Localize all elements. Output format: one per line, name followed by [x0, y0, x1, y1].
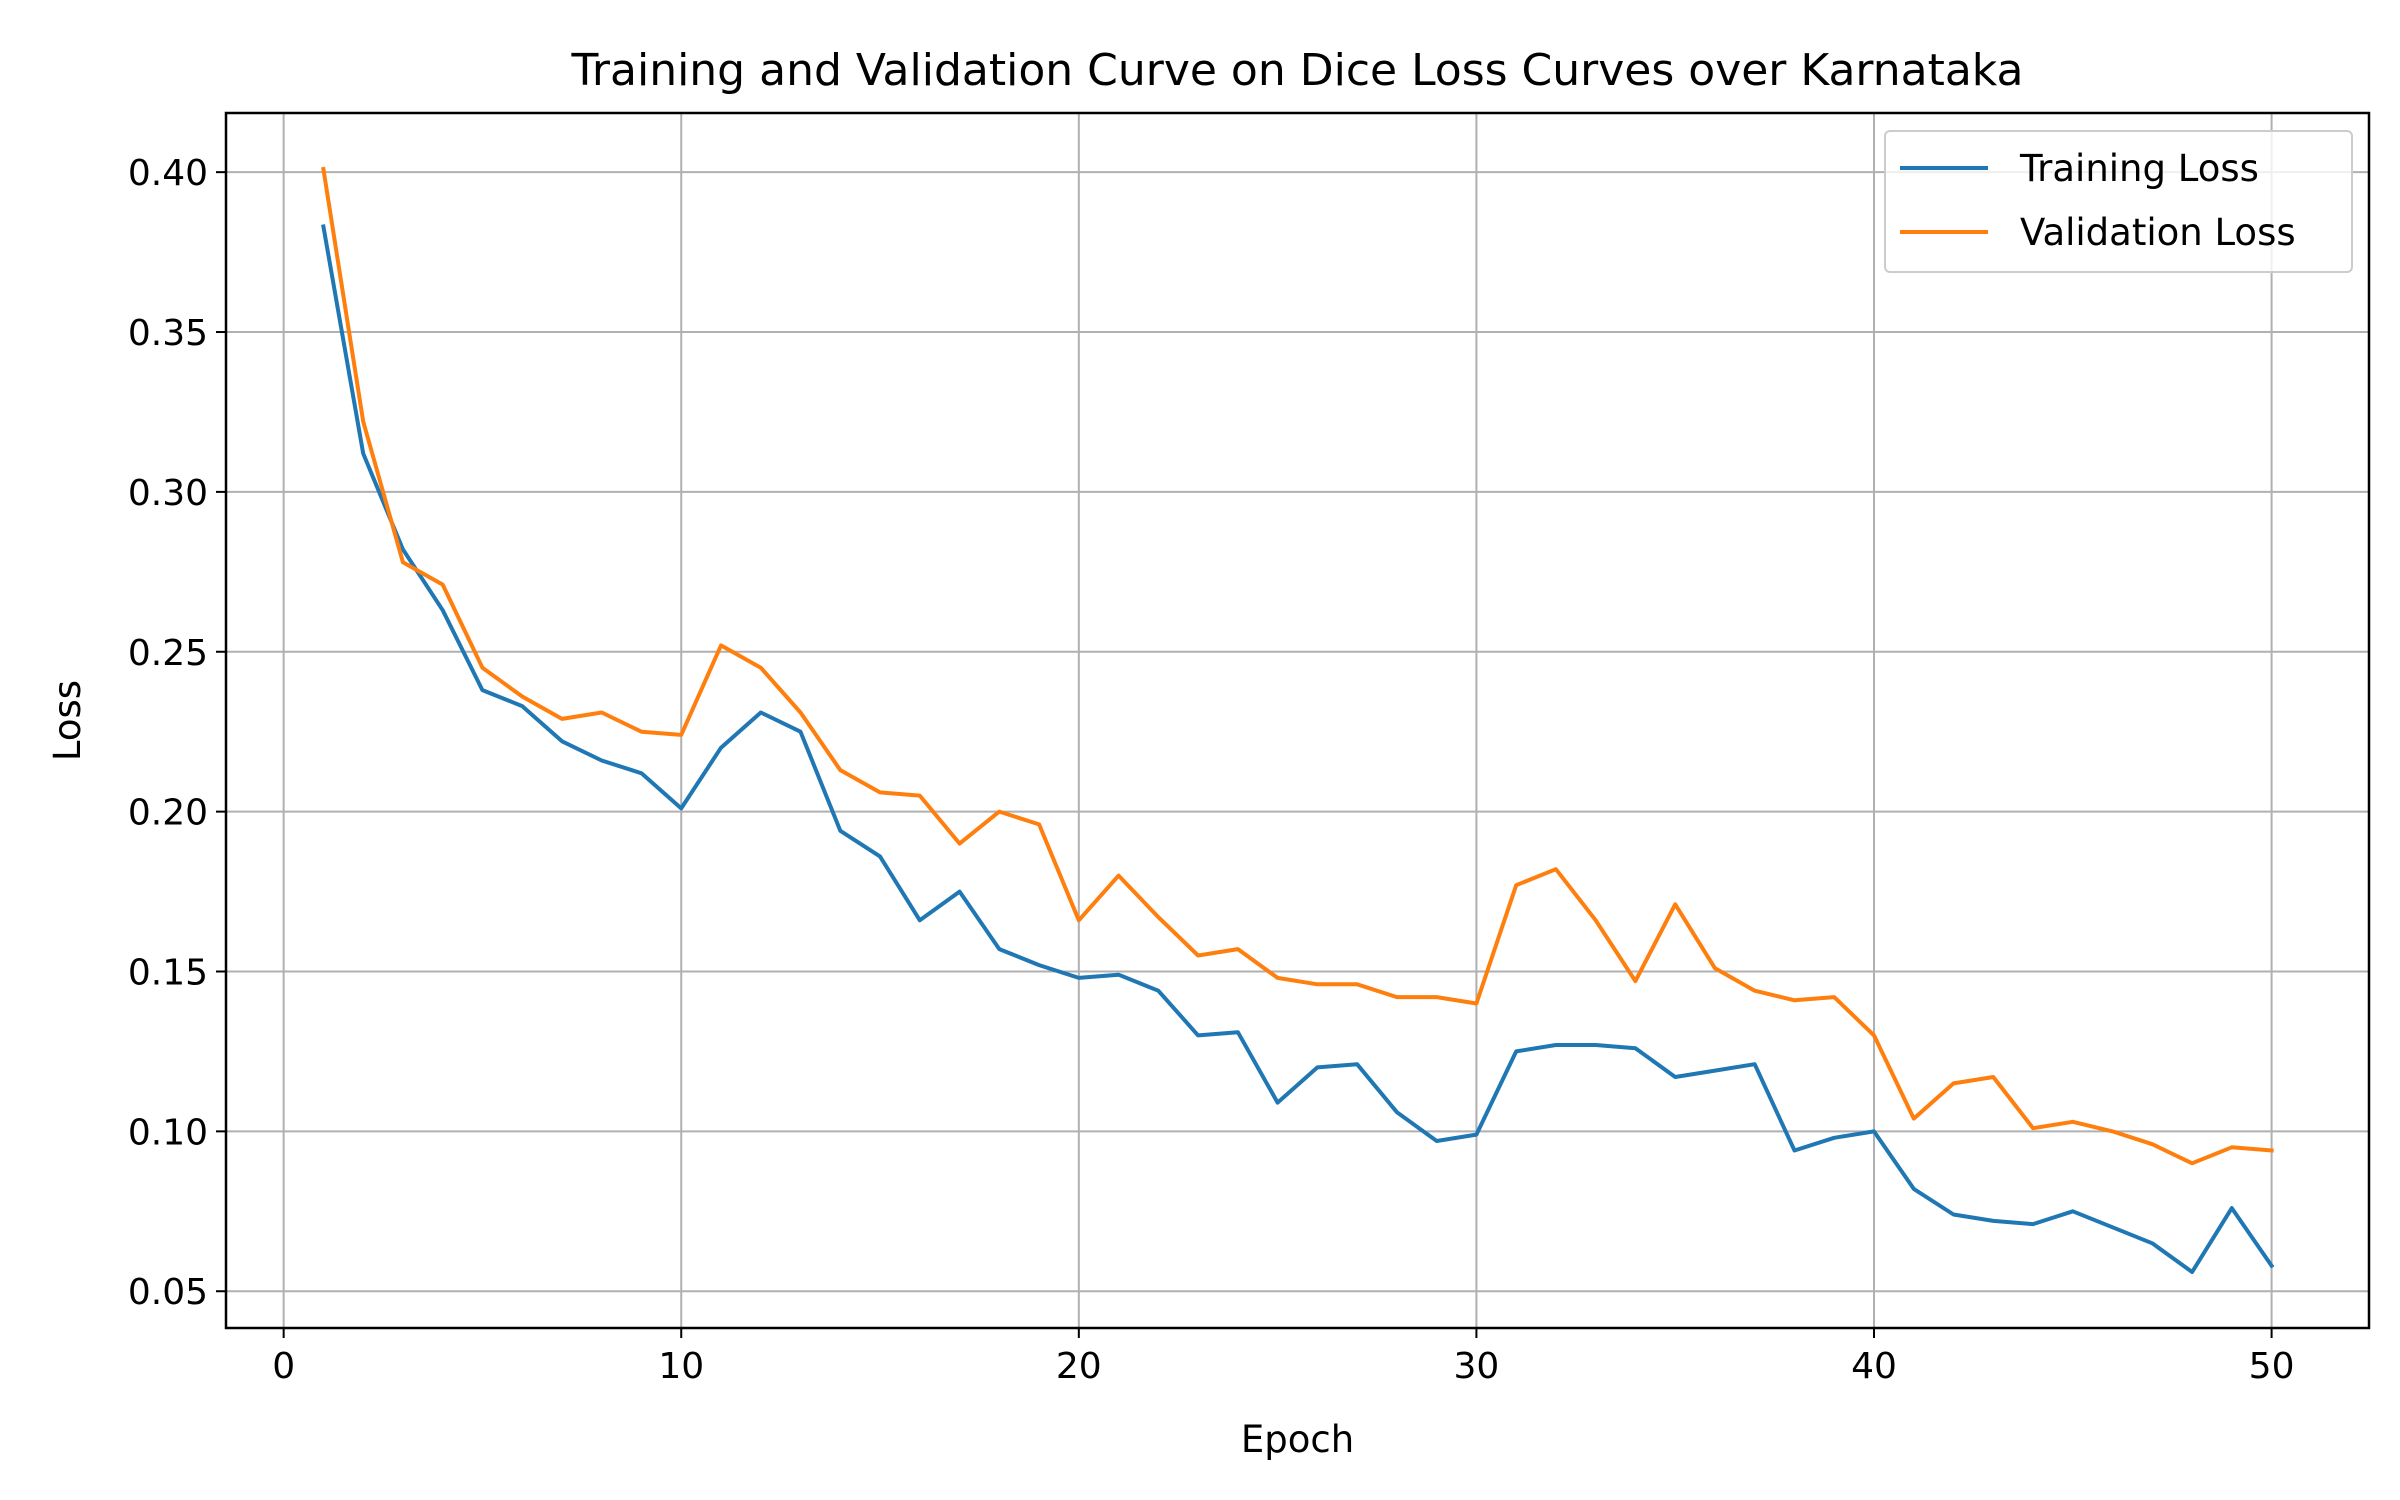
series-line-validation-loss [321, 166, 2274, 1166]
chart-title: Training and Validation Curve on Dice Lo… [571, 45, 2024, 96]
legend-label-training-loss: Training Loss [2019, 147, 2259, 190]
y-tick-label: 0.05 [128, 1272, 208, 1313]
x-tick-label: 50 [2249, 1346, 2295, 1387]
plot-frame [224, 111, 2371, 1330]
y-tick-label: 0.15 [128, 952, 208, 993]
x-tick-label: 30 [1454, 1346, 1500, 1387]
legend-label-validation-loss: Validation Loss [2020, 211, 2296, 254]
x-tick-label: 0 [272, 1346, 295, 1387]
x-tick-label: 40 [1851, 1346, 1897, 1387]
y-tick-label: 0.25 [128, 633, 208, 674]
y-tick-label: 0.35 [128, 313, 208, 354]
legend: Training Loss Validation Loss [1884, 130, 2353, 273]
y-tick-label: 0.20 [128, 793, 208, 834]
series-lines [321, 166, 2275, 1274]
axis-ticks: 0 10 20 30 40 50 0.05 0.10 0.15 0.20 0.25 0.30 0.35 0… [128, 153, 2295, 1387]
grid-lines [226, 113, 2369, 1328]
y-tick-label: 0.30 [128, 473, 208, 514]
series-line-training-loss [321, 224, 2275, 1274]
x-tick-label: 20 [1056, 1346, 1102, 1387]
y-tick-label: 0.10 [128, 1112, 208, 1153]
y-tick-label: 0.40 [128, 153, 208, 194]
x-axis-label: Epoch [1241, 1418, 1354, 1461]
y-axis-label: Loss [46, 680, 89, 761]
legend-box [1884, 130, 2353, 273]
x-tick-label: 10 [658, 1346, 704, 1387]
